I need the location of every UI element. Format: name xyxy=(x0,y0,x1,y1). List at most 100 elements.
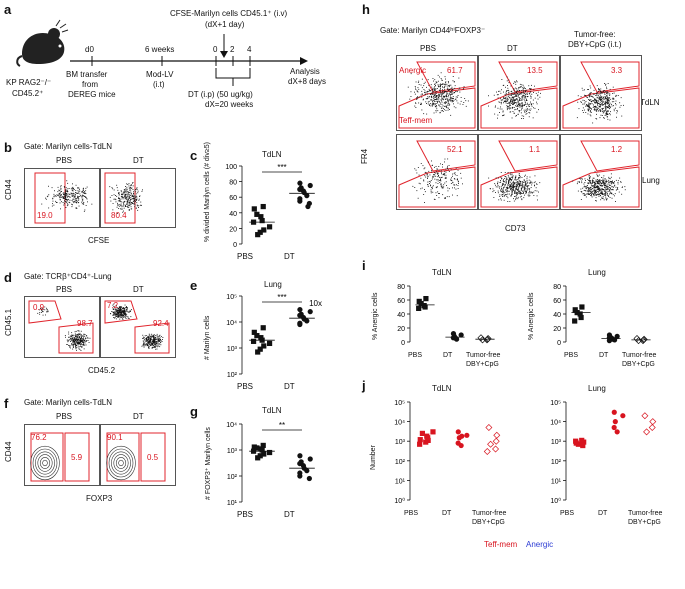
event-dot xyxy=(120,311,121,313)
event-dot xyxy=(587,182,589,184)
event-dot xyxy=(607,98,608,100)
event-dot xyxy=(72,204,73,206)
data-point xyxy=(611,424,617,431)
event-dot xyxy=(419,183,421,185)
event-dot xyxy=(519,183,521,185)
event-dot xyxy=(84,340,86,342)
event-dot xyxy=(593,93,595,95)
event-dot xyxy=(607,95,608,97)
event-dot xyxy=(518,100,520,101)
event-dot xyxy=(439,106,441,108)
event-dot xyxy=(506,105,508,107)
event-dot xyxy=(416,98,418,100)
event-dot xyxy=(86,198,88,200)
event-dot xyxy=(62,196,64,198)
event-dot xyxy=(610,181,612,182)
event-dot xyxy=(65,190,67,192)
event-dot xyxy=(77,187,79,189)
event-dot xyxy=(447,109,449,111)
sig-label: *** xyxy=(277,293,286,302)
event-dot xyxy=(150,336,151,338)
event-dot xyxy=(591,194,592,195)
event-dot xyxy=(432,88,434,90)
event-dot xyxy=(74,340,76,342)
event-dot xyxy=(433,100,435,101)
event-dot xyxy=(60,195,62,197)
event-dot xyxy=(149,337,151,339)
event-dot xyxy=(582,187,584,189)
event-dot xyxy=(511,97,513,99)
event-dot xyxy=(142,340,144,342)
event-dot xyxy=(421,78,423,80)
event-dot xyxy=(64,335,66,336)
event-dot xyxy=(127,311,129,313)
event-dot xyxy=(612,86,614,88)
event-dot xyxy=(584,94,585,96)
event-dot xyxy=(424,171,426,173)
event-dot xyxy=(603,90,605,91)
event-dot xyxy=(523,192,524,194)
event-dot xyxy=(435,172,437,174)
event-dot xyxy=(444,83,446,85)
event-dot xyxy=(587,105,589,107)
event-dot xyxy=(78,343,80,345)
event-dot xyxy=(422,165,424,167)
event-dot xyxy=(588,191,590,193)
event-dot xyxy=(593,194,594,195)
event-dot xyxy=(525,191,527,193)
y-tick-label: 10⁵ xyxy=(226,294,237,301)
event-dot xyxy=(438,93,440,95)
event-dot xyxy=(81,336,82,338)
event-dot xyxy=(134,199,135,201)
event-dot xyxy=(511,94,513,95)
event-dot xyxy=(597,109,598,111)
event-dot xyxy=(435,93,436,95)
event-dot xyxy=(125,197,127,198)
event-dot xyxy=(113,312,115,314)
event-dot xyxy=(530,91,532,93)
event-dot xyxy=(606,102,608,104)
event-dot xyxy=(142,338,144,339)
event-dot xyxy=(586,96,588,98)
data-point xyxy=(255,232,261,238)
bm-label-3: DEREG mice xyxy=(68,90,116,99)
event-dot xyxy=(514,190,516,191)
event-dot xyxy=(592,122,594,124)
event-dot xyxy=(492,191,494,193)
event-dot xyxy=(504,172,506,173)
event-dot xyxy=(520,90,522,91)
event-dot xyxy=(580,199,582,200)
event-dot xyxy=(605,198,607,200)
event-dot xyxy=(410,96,412,97)
contour-line xyxy=(32,448,58,478)
event-dot xyxy=(416,172,418,174)
event-dot xyxy=(601,191,603,192)
event-dot xyxy=(122,310,124,312)
event-dot xyxy=(417,97,419,99)
event-dot xyxy=(607,101,609,103)
event-dot xyxy=(152,341,154,343)
event-dot xyxy=(505,181,507,183)
event-dot xyxy=(123,312,125,314)
event-dot xyxy=(116,195,118,197)
event-dot xyxy=(594,101,596,103)
event-dot xyxy=(134,204,136,206)
event-dot xyxy=(603,194,605,196)
event-dot xyxy=(604,96,606,98)
event-dot xyxy=(80,195,82,197)
event-dot xyxy=(515,95,517,97)
event-dot xyxy=(438,98,440,100)
event-dot xyxy=(525,184,527,185)
event-dot xyxy=(156,333,158,335)
event-dot xyxy=(604,110,606,112)
event-dot xyxy=(509,101,511,102)
event-dot xyxy=(112,209,114,211)
event-dot xyxy=(500,190,502,192)
event-dot xyxy=(440,99,442,101)
event-dot xyxy=(70,188,72,190)
event-dot xyxy=(136,199,137,200)
event-dot xyxy=(112,203,114,204)
event-dot xyxy=(589,106,591,108)
event-dot xyxy=(39,312,41,313)
event-dot xyxy=(495,105,496,107)
